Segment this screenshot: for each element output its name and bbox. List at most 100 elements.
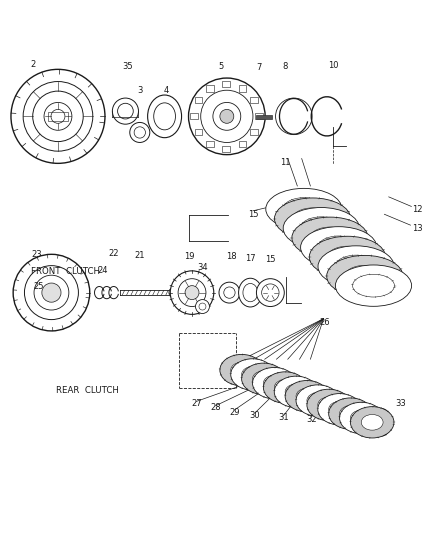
Ellipse shape <box>283 207 359 249</box>
Ellipse shape <box>220 354 263 386</box>
Text: 4: 4 <box>163 86 169 95</box>
Text: 5: 5 <box>219 62 224 71</box>
Bar <box>254 114 262 119</box>
Text: 18: 18 <box>226 253 237 261</box>
Bar <box>239 85 247 92</box>
Bar <box>206 141 214 147</box>
Ellipse shape <box>300 227 377 268</box>
Circle shape <box>219 282 240 303</box>
Ellipse shape <box>253 367 296 399</box>
Circle shape <box>224 287 235 298</box>
Ellipse shape <box>361 415 383 430</box>
Bar <box>251 130 258 135</box>
Text: 15: 15 <box>265 255 276 264</box>
Text: 8: 8 <box>283 62 288 71</box>
Bar <box>223 146 230 151</box>
Ellipse shape <box>292 217 368 259</box>
Ellipse shape <box>242 363 285 394</box>
Text: 24: 24 <box>97 266 108 276</box>
Circle shape <box>13 254 90 331</box>
Ellipse shape <box>231 359 274 390</box>
Ellipse shape <box>318 246 394 287</box>
Circle shape <box>256 279 284 306</box>
Circle shape <box>188 78 265 155</box>
Text: 32: 32 <box>306 415 317 424</box>
Ellipse shape <box>154 103 176 130</box>
Ellipse shape <box>328 398 372 429</box>
Bar <box>223 81 230 87</box>
Text: 25: 25 <box>33 281 44 290</box>
Text: 30: 30 <box>249 411 260 420</box>
Ellipse shape <box>148 95 182 138</box>
Ellipse shape <box>318 236 360 259</box>
Ellipse shape <box>310 227 350 248</box>
Circle shape <box>44 102 72 130</box>
Circle shape <box>23 82 93 151</box>
Bar <box>194 97 202 103</box>
Text: 27: 27 <box>191 399 201 408</box>
Ellipse shape <box>328 401 350 417</box>
Ellipse shape <box>350 407 394 438</box>
Ellipse shape <box>327 255 403 297</box>
Ellipse shape <box>353 274 395 297</box>
Bar <box>255 115 272 118</box>
Circle shape <box>220 109 234 123</box>
Bar <box>251 97 258 103</box>
Bar <box>48 112 67 120</box>
Circle shape <box>11 69 105 163</box>
Text: 2: 2 <box>30 60 35 69</box>
Ellipse shape <box>263 375 285 391</box>
Ellipse shape <box>309 236 385 278</box>
Bar <box>239 141 247 147</box>
Text: 12: 12 <box>412 205 422 214</box>
Bar <box>190 114 198 119</box>
Text: 34: 34 <box>197 263 208 272</box>
Circle shape <box>51 109 65 123</box>
Bar <box>194 130 202 135</box>
Ellipse shape <box>285 381 328 412</box>
Text: 13: 13 <box>412 224 422 233</box>
Circle shape <box>130 123 150 142</box>
Ellipse shape <box>345 265 385 287</box>
Text: 3: 3 <box>137 86 142 95</box>
Ellipse shape <box>335 255 377 278</box>
Circle shape <box>201 90 253 142</box>
Ellipse shape <box>336 265 412 306</box>
Ellipse shape <box>169 288 177 297</box>
Text: 14: 14 <box>289 229 299 238</box>
Circle shape <box>33 91 83 142</box>
Ellipse shape <box>239 278 262 307</box>
Text: 7: 7 <box>256 63 262 71</box>
Text: 31: 31 <box>278 414 289 423</box>
Circle shape <box>185 286 199 300</box>
Text: 28: 28 <box>210 403 221 413</box>
Ellipse shape <box>328 246 367 268</box>
Bar <box>206 85 214 92</box>
Ellipse shape <box>339 406 361 422</box>
Text: 15: 15 <box>248 210 258 219</box>
Text: 10: 10 <box>328 61 338 70</box>
Text: 29: 29 <box>229 408 240 417</box>
Text: 11: 11 <box>280 158 290 166</box>
Text: 26: 26 <box>319 318 330 327</box>
Circle shape <box>25 265 78 320</box>
Ellipse shape <box>296 389 318 404</box>
Ellipse shape <box>266 188 342 230</box>
Ellipse shape <box>231 362 253 378</box>
Circle shape <box>178 279 206 306</box>
Text: 21: 21 <box>134 251 145 260</box>
Text: 23: 23 <box>32 250 42 259</box>
Ellipse shape <box>318 397 339 413</box>
Circle shape <box>199 303 206 310</box>
Text: 17: 17 <box>245 254 256 263</box>
Ellipse shape <box>285 384 307 400</box>
Text: 35: 35 <box>122 62 133 71</box>
Ellipse shape <box>296 385 339 416</box>
Text: 33: 33 <box>396 399 406 408</box>
Ellipse shape <box>283 198 325 221</box>
Text: 22: 22 <box>109 249 119 258</box>
Circle shape <box>134 127 145 138</box>
Circle shape <box>276 98 312 135</box>
Ellipse shape <box>263 372 307 403</box>
Circle shape <box>34 275 69 310</box>
